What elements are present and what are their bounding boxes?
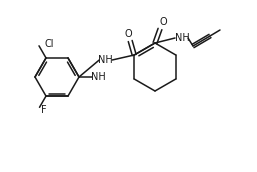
Text: O: O bbox=[159, 17, 167, 27]
Text: Cl: Cl bbox=[44, 39, 53, 49]
Text: NH: NH bbox=[175, 33, 189, 43]
Text: O: O bbox=[124, 29, 132, 39]
Text: NH: NH bbox=[98, 55, 113, 65]
Text: NH: NH bbox=[91, 72, 105, 82]
Text: F: F bbox=[41, 105, 47, 115]
